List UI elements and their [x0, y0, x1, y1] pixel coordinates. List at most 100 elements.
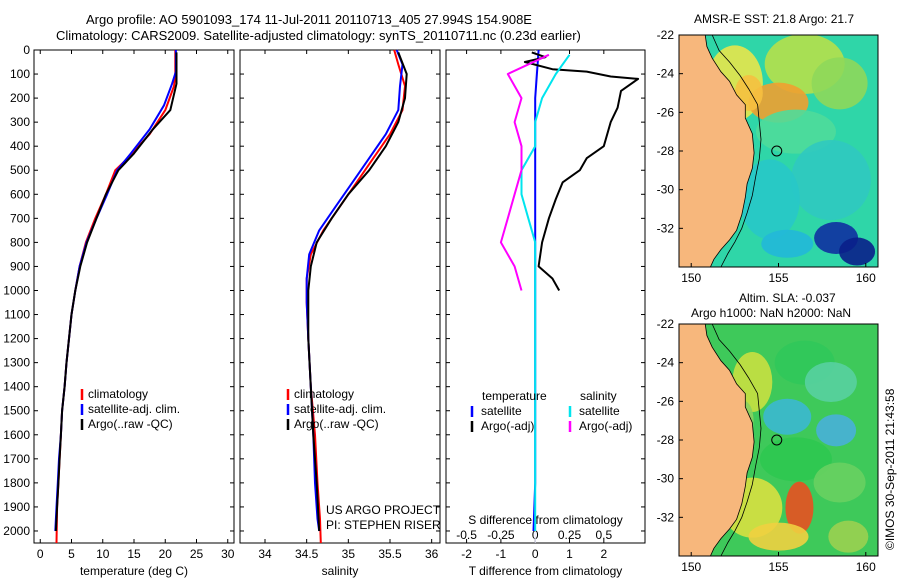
- lon-tick-label: 160: [856, 560, 876, 574]
- x-tick-label: 25: [190, 547, 204, 561]
- x-axis-label: salinity: [322, 564, 359, 578]
- y-tick-label: 1400: [3, 380, 30, 394]
- shelf-contour: [711, 35, 762, 267]
- legend-entry: satellite: [579, 404, 620, 418]
- x-tick-label: 34.5: [295, 547, 319, 561]
- y-tick-label: 700: [10, 211, 30, 225]
- y-tick-label: 300: [10, 115, 30, 129]
- lon-tick-label: 155: [768, 560, 788, 574]
- top-x-tick-label: -0.25: [487, 528, 515, 542]
- y-tick-label: 1900: [3, 500, 30, 514]
- lat-tick-label: -30: [657, 183, 675, 197]
- y-tick-label: 1800: [3, 476, 30, 490]
- field-patch: [759, 437, 832, 482]
- field-patch: [748, 522, 809, 551]
- y-tick-label: 400: [10, 139, 30, 153]
- land-australia: [679, 35, 755, 267]
- y-tick-label: 1300: [3, 356, 30, 370]
- legend-entry: Argo(-adj): [579, 419, 632, 433]
- map-content: [679, 35, 878, 267]
- series-line-s-satellite: [520, 54, 571, 531]
- x-tick-label: -1: [496, 547, 507, 561]
- legend-heading-temperature: temperature: [482, 389, 547, 403]
- lat-tick-label: -30: [657, 472, 675, 486]
- project-annotation: US ARGO PROJECT: [326, 503, 441, 517]
- top-x-tick-label: 0.25: [558, 528, 582, 542]
- x-tick-label: 20: [159, 547, 173, 561]
- map-content: [679, 324, 878, 556]
- profile-panel-temperature: 0 5 10 15 20 25 300100200300400500600700800900…: [3, 43, 234, 578]
- argo-float-marker: [771, 434, 783, 446]
- sla-map-title-line2: Argo h1000: NaN h2000: NaN: [691, 306, 852, 320]
- legend-entry: Argo(..raw -QC): [88, 417, 173, 431]
- lat-tick-label: -32: [657, 221, 675, 235]
- lon-tick-label: 150: [681, 271, 701, 285]
- x-tick-label: 0: [37, 547, 44, 561]
- shelf-contour: [711, 324, 762, 556]
- series-line-t-argo-adj-: [523, 51, 640, 291]
- map-sla_map: -22 -24 -26 -28 -30 -32 150 155 160: [657, 317, 879, 574]
- x-tick-label: -2: [461, 547, 472, 561]
- lat-tick-label: -24: [657, 67, 675, 81]
- y-tick-label: 1000: [3, 283, 30, 297]
- field-patch: [785, 481, 814, 534]
- x-tick-label: 10: [96, 547, 110, 561]
- lat-tick-label: -24: [657, 356, 675, 370]
- field-patch: [755, 109, 836, 154]
- lat-tick-label: -26: [657, 105, 675, 119]
- y-tick-label: 900: [10, 259, 30, 273]
- top-x-tick-label: 0.5: [595, 528, 612, 542]
- lat-tick-label: -26: [657, 394, 675, 408]
- y-tick-label: 800: [10, 235, 30, 249]
- field-patch: [790, 140, 871, 220]
- field-patch: [763, 398, 812, 435]
- y-tick-label: 100: [10, 67, 30, 81]
- series-line-argo-raw-qc-: [54, 52, 178, 532]
- legend-entry: climatology: [294, 387, 354, 401]
- lon-tick-label: 155: [768, 271, 788, 285]
- x-tick-label: 0: [532, 547, 539, 561]
- x-axis-label: temperature (deg C): [80, 564, 188, 578]
- top-x-tick-label: -0.5: [456, 528, 477, 542]
- x-tick-label: 5: [68, 547, 75, 561]
- legend-entry: Argo(-adj): [481, 419, 534, 433]
- x-tick-label: 36: [425, 547, 439, 561]
- lon-tick-label: 150: [681, 560, 701, 574]
- pi-annotation: PI: STEPHEN RISER: [326, 518, 441, 532]
- y-tick-label: 1700: [3, 452, 30, 466]
- lat-tick-label: -28: [657, 144, 675, 158]
- legend-heading-salinity: salinity: [580, 389, 617, 403]
- field-patch: [816, 414, 857, 447]
- x-tick-label: 15: [127, 547, 141, 561]
- y-tick-label: 2000: [3, 524, 30, 538]
- field-patch: [813, 462, 866, 503]
- lon-tick-label: 160: [856, 271, 876, 285]
- profile-panel-differences: -2 -1 0 1 2 T difference from climatology -0.5…: [445, 49, 646, 578]
- lat-tick-label: -22: [657, 317, 675, 331]
- x-tick-label: 30: [221, 547, 235, 561]
- lat-tick-label: -32: [657, 510, 675, 524]
- figure-title-line1: Argo profile: AO 5901093_174 11-Jul-2011…: [86, 12, 532, 27]
- y-tick-label: 200: [10, 91, 30, 105]
- legend-entry: satellite-adj. clim.: [294, 402, 386, 416]
- x-tick-label: 34: [258, 547, 272, 561]
- legend-entry: climatology: [88, 387, 148, 401]
- y-tick-label: 1600: [3, 428, 30, 442]
- series-line-satellite-adj-clim-: [305, 49, 404, 532]
- land-australia: [679, 324, 755, 556]
- y-tick-label: 1200: [3, 332, 30, 346]
- sla-map-title-line1: Altim. SLA: -0.037: [739, 291, 836, 305]
- y-tick-label: 1500: [3, 404, 30, 418]
- y-tick-label: 1100: [4, 308, 30, 322]
- legend-entry: Argo(..raw -QC): [294, 417, 379, 431]
- panel-frame-salinity: [239, 49, 441, 544]
- argo-float-marker: [771, 145, 783, 157]
- y-tick-label: 500: [10, 163, 30, 177]
- lat-tick-label: -28: [657, 433, 675, 447]
- sst-map-title: AMSR-E SST: 21.8 Argo: 21.7: [694, 12, 855, 26]
- field-patch: [739, 159, 800, 240]
- profile-panel-salinity: 34 34.5 35 35.5 36 salinity climatologysatelli…: [239, 49, 441, 578]
- x-tick-label: 2: [600, 547, 607, 561]
- top-x-axis-label: S difference from climatology: [468, 513, 623, 527]
